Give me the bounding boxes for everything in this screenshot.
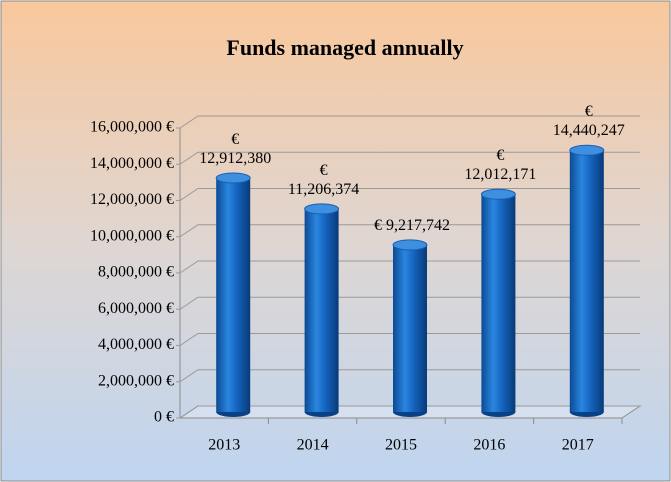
x-tick-label: 2013 (208, 437, 240, 454)
value-label: € 12,012,171 (464, 147, 537, 184)
value-label: € 9,217,742 (374, 216, 450, 234)
grid-line (176, 188, 640, 201)
x-tick-label: 2017 (562, 437, 594, 454)
y-tick-label: 2,000,000 € (98, 372, 174, 389)
bar (304, 208, 339, 412)
bar-top (392, 239, 428, 251)
grid-line (176, 115, 640, 129)
y-tick-label: 6,000,000 € (98, 300, 174, 317)
bar (216, 177, 251, 412)
grid-line (176, 224, 640, 238)
x-tick-label: 2016 (473, 437, 505, 454)
grid-line (176, 151, 640, 165)
y-tick-label: 4,000,000 € (98, 336, 174, 353)
y-tick-label: 12,000,000 € (90, 191, 174, 208)
bar-top (304, 203, 340, 215)
y-tick-label: 8,000,000 € (98, 264, 174, 281)
x-tick-label: 2015 (385, 437, 417, 454)
y-tick-label: 10,000,000 € (90, 227, 174, 244)
bar-top (480, 188, 516, 200)
bar (569, 150, 604, 413)
value-label: € 12,912,380 (199, 130, 272, 167)
bar (393, 244, 427, 412)
value-label: € 11,206,374 (287, 161, 360, 198)
y-tick-label: 16,000,000 € (90, 119, 174, 136)
bar-top (215, 172, 251, 184)
x-tick-label: 2014 (297, 437, 329, 454)
bar-top (569, 144, 605, 156)
y-tick-label: 0 € (154, 409, 174, 426)
bar (481, 194, 516, 412)
y-tick-label: 14,000,000 € (90, 155, 174, 172)
value-label: € 14,440,247 (552, 103, 625, 140)
chart-title: Funds managed annually (226, 35, 463, 60)
